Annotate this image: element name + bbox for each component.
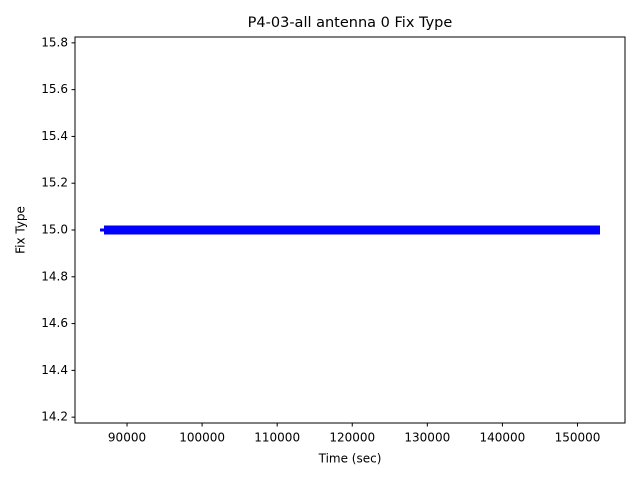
x-tick-label: 110000 <box>254 431 300 445</box>
x-tick-label: 140000 <box>479 431 525 445</box>
y-tick-label: 14.8 <box>41 269 68 283</box>
y-tick-label: 14.2 <box>41 410 68 424</box>
x-tick-label: 90000 <box>108 431 146 445</box>
x-tick-label: 130000 <box>404 431 450 445</box>
y-tick-label: 15.0 <box>41 223 68 237</box>
plot-frame <box>74 36 626 424</box>
x-tick-label: 150000 <box>555 431 601 445</box>
y-tick-label: 15.8 <box>41 35 68 49</box>
x-tick-label: 100000 <box>179 431 225 445</box>
chart-title: P4-03-all antenna 0 Fix Type <box>248 15 453 31</box>
y-tick-label: 15.2 <box>41 176 68 190</box>
y-tick-label: 15.4 <box>41 129 68 143</box>
x-axis-label: Time (sec) <box>318 452 382 466</box>
y-axis-label: Fix Type <box>14 206 28 254</box>
y-tick-label: 14.6 <box>41 316 68 330</box>
y-tick-label: 15.6 <box>41 82 68 96</box>
x-tick-label: 120000 <box>329 431 375 445</box>
y-tick-label: 14.4 <box>41 363 68 377</box>
